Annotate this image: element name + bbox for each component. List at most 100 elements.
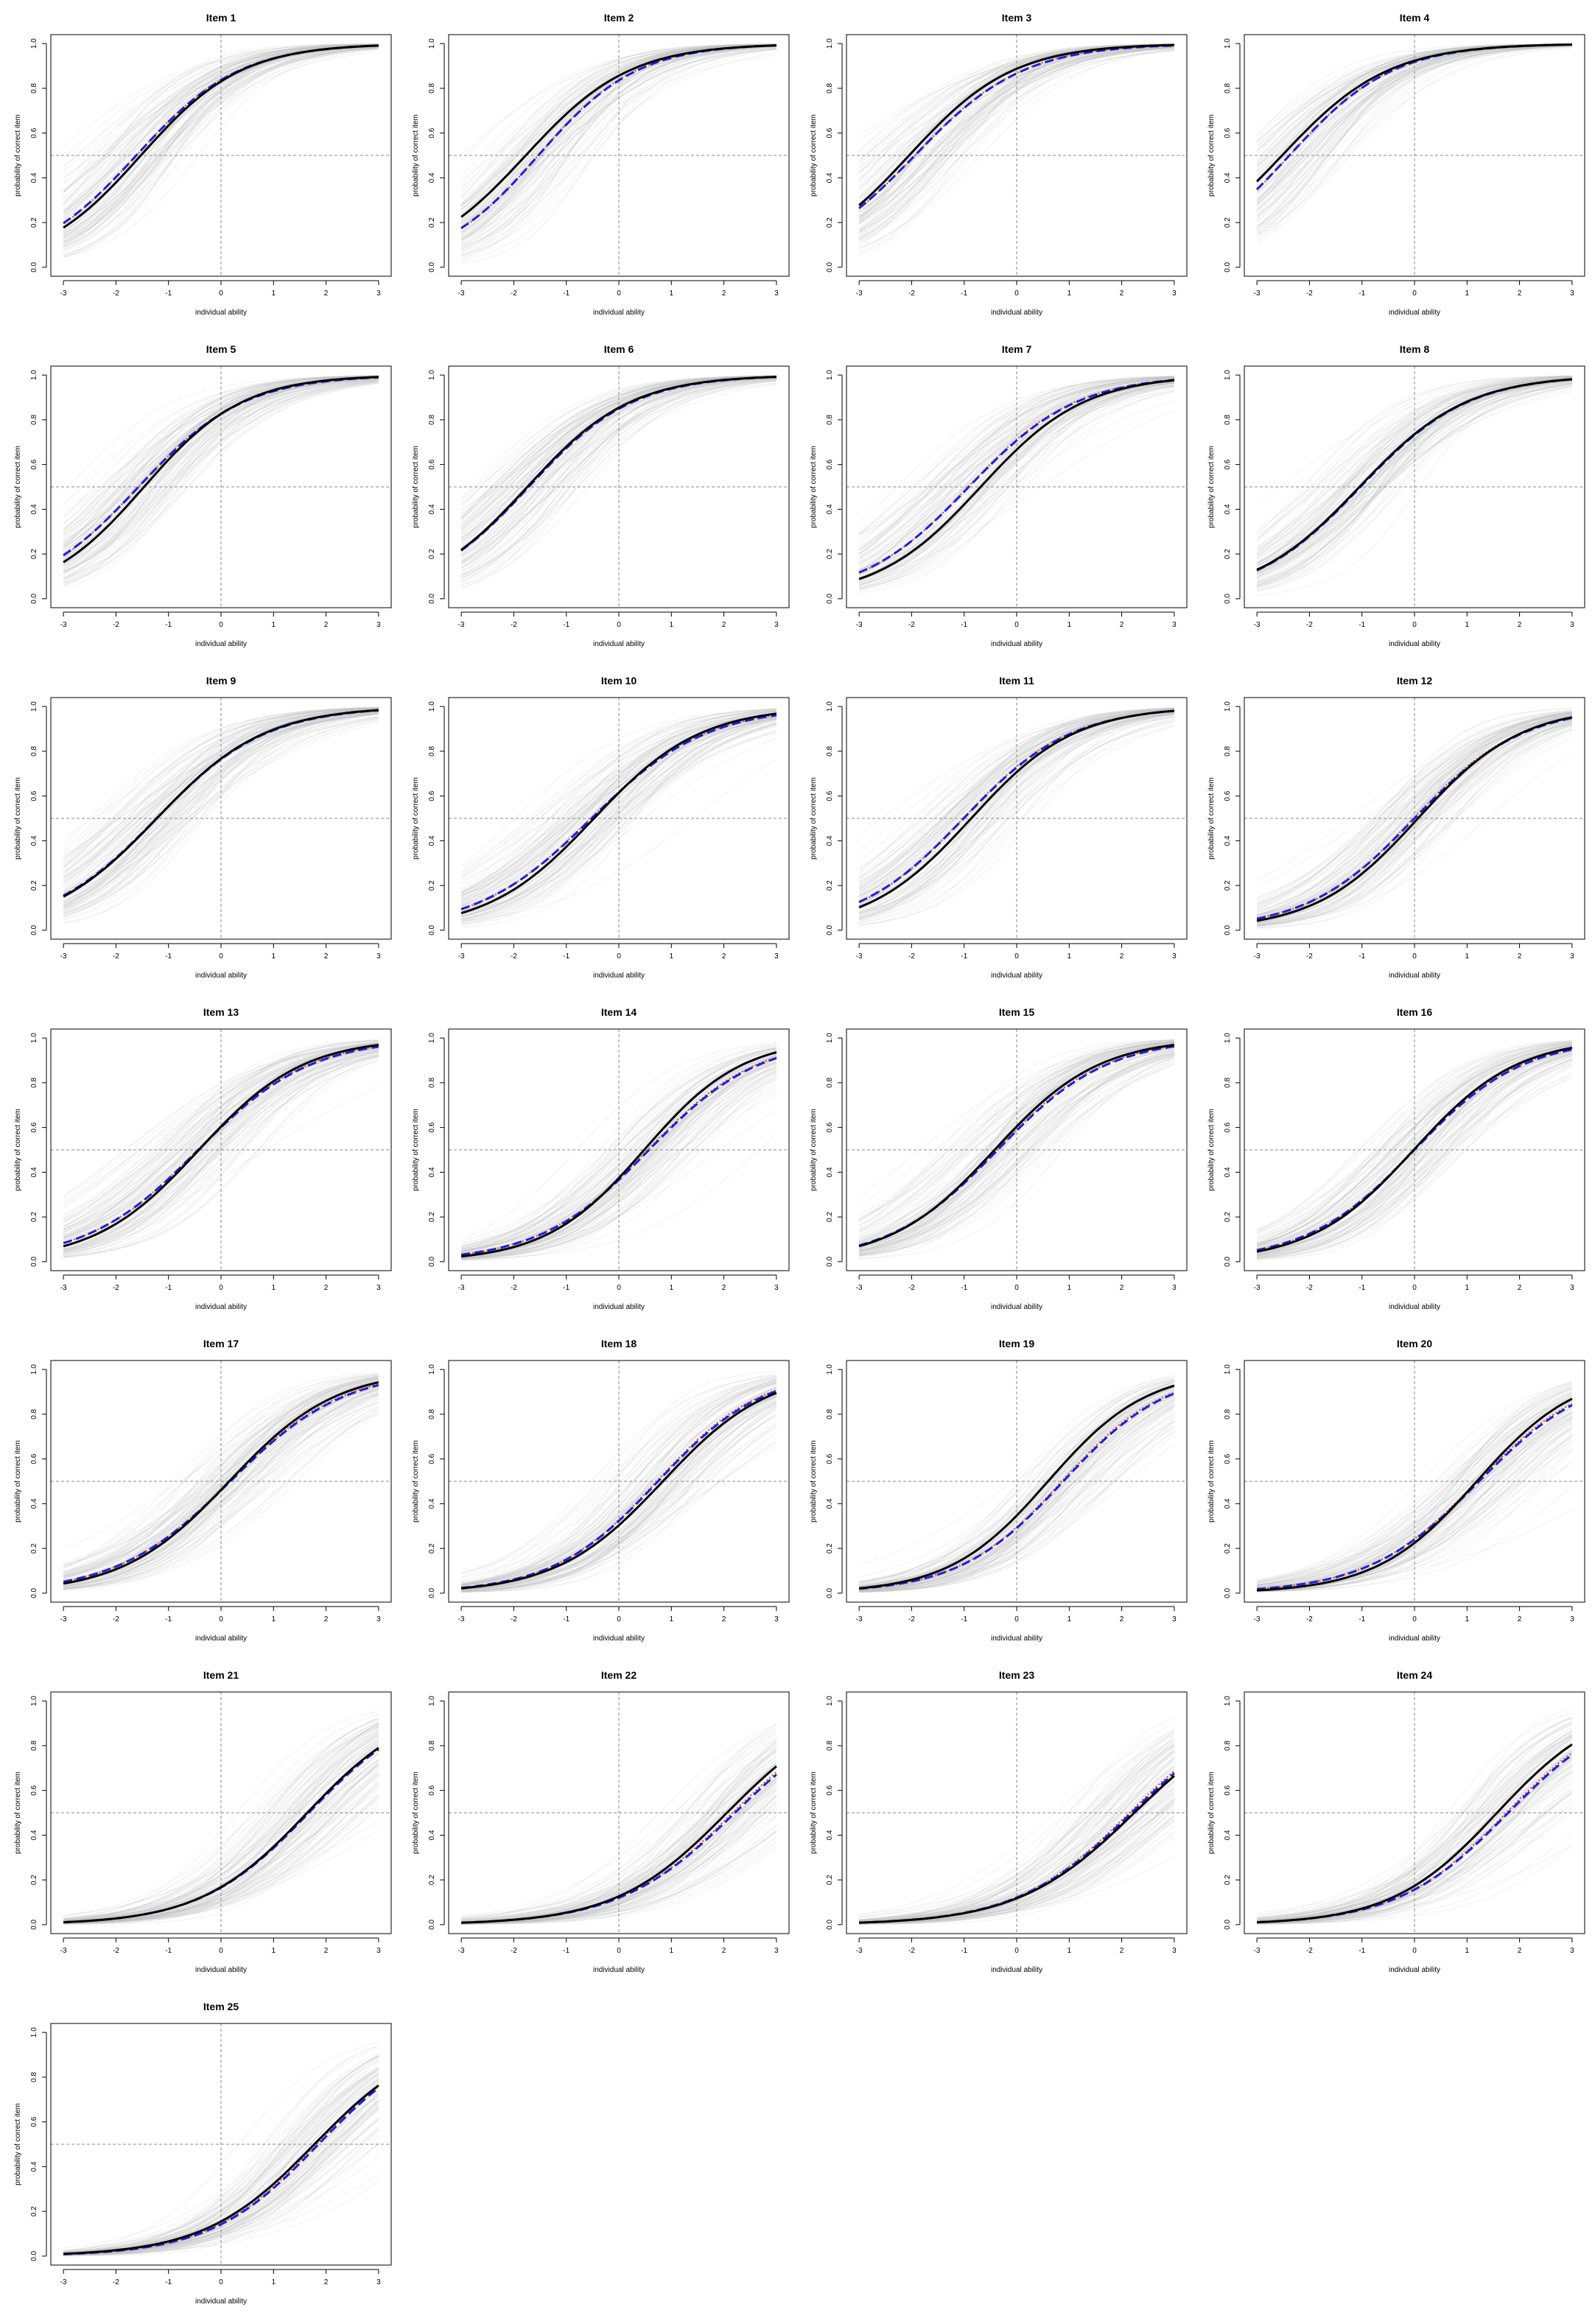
- posterior-draw-line: [460, 45, 777, 249]
- posterior-draw-line: [63, 378, 379, 537]
- posterior-draw-line: [63, 44, 379, 215]
- posterior-draw-line: [1256, 717, 1572, 905]
- posterior-draw-line: [460, 710, 777, 891]
- icc-panel: Item 15 -3 -2 -1 0 1 2 3 individual ability 0.0 0.…: [802, 998, 1200, 1330]
- icc-plot: Item 12 -3 -2 -1 0 1 2 3 individual ability 0.0 0.…: [1207, 675, 1585, 980]
- y-tick-label: 0.4: [1224, 504, 1232, 514]
- posterior-draw-line: [1257, 1440, 1573, 1588]
- y-axis-label: probability of correct item: [810, 777, 818, 860]
- plot-frame: [448, 365, 790, 608]
- posterior-draw-line: [461, 1733, 777, 1923]
- y-tick-label: 0.0: [826, 593, 834, 603]
- posterior-draw-line: [1257, 1442, 1573, 1592]
- y-axis-label: probability of correct item: [810, 1109, 818, 1191]
- posterior-draw-line: [858, 45, 1174, 204]
- posterior-draw-line: [63, 2060, 379, 2253]
- icc-panel: Item 21 -3 -2 -1 0 1 2 3 individual ability 0.0 0.…: [7, 1661, 404, 1993]
- posterior-draw-line: [461, 1794, 777, 1924]
- panel-title: Item 5: [206, 343, 236, 355]
- x-tick-label: -3: [458, 1947, 465, 1955]
- posterior-draw-line: [858, 710, 1174, 836]
- posterior-draw-line: [460, 376, 777, 527]
- posterior-draw-line: [1256, 379, 1572, 584]
- posterior-draw-line: [63, 2061, 379, 2256]
- posterior-draw-line: [859, 1375, 1174, 1593]
- posterior-draw-line: [858, 382, 1174, 581]
- posterior-draw-line: [461, 714, 777, 921]
- posterior-draw-line: [63, 1752, 379, 1925]
- x-tick-label: -2: [113, 1947, 119, 1955]
- posterior-draw-line: [461, 710, 777, 922]
- icc-panel: Item 6 -3 -2 -1 0 1 2 3 individual ability 0.0 0.2…: [404, 335, 802, 667]
- posterior-draw-line: [63, 1413, 379, 1590]
- x-tick-label: -1: [961, 1284, 967, 1292]
- posterior-draw-line: [1257, 1386, 1573, 1590]
- y-tick-label: 0.0: [1224, 924, 1232, 935]
- panel-title: Item 25: [203, 2001, 239, 2012]
- x-axis-label: individual ability: [991, 640, 1042, 648]
- y-tick-label: 0.0: [428, 1256, 436, 1266]
- posterior-draw-line: [461, 1058, 777, 1259]
- y-tick-label: 0.4: [428, 835, 436, 846]
- x-tick-label: 2: [722, 952, 726, 961]
- posterior-draw-line: [1257, 1044, 1572, 1260]
- true-curve: [460, 44, 777, 218]
- y-tick-label: 0.6: [1224, 1453, 1232, 1464]
- x-tick-label: 0: [617, 1284, 621, 1292]
- y-tick-label: 0.2: [428, 1875, 436, 1885]
- posterior-draw-line: [1257, 1049, 1573, 1256]
- y-tick-label: 1.0: [826, 1033, 834, 1043]
- posterior-draw-line: [63, 44, 379, 147]
- posterior-draw-line: [63, 1040, 379, 1252]
- x-tick-label: 0: [219, 1284, 223, 1292]
- y-tick-label: 0.4: [1224, 1498, 1232, 1509]
- icc-plot: Item 24 -3 -2 -1 0 1 2 3 individual ability 0.0 0.…: [1207, 1669, 1585, 1974]
- posterior-draw-line: [460, 45, 777, 256]
- x-tick-label: 2: [722, 1284, 726, 1292]
- posterior-draw-line: [63, 1043, 379, 1209]
- posterior-draw-line: [460, 376, 777, 582]
- posterior-draw-line: [63, 1752, 379, 1924]
- posterior-draw-line: [1257, 1381, 1573, 1593]
- posterior-draw-line: [63, 1086, 379, 1242]
- posterior-draw-line: [1257, 379, 1572, 596]
- x-tick-label: 0: [617, 289, 621, 298]
- y-axis-label: probability of correct item: [1207, 114, 1216, 197]
- x-tick-label: -3: [458, 1615, 465, 1623]
- y-axis-label: probability of correct item: [14, 1109, 22, 1191]
- panel-title: Item 20: [1397, 1338, 1432, 1349]
- posterior-draw-line: [63, 2054, 379, 2256]
- posterior-draw-line: [63, 712, 379, 908]
- posterior-draw-line: [1256, 376, 1572, 572]
- y-tick-label: 1.0: [826, 1696, 834, 1706]
- y-tick-label: 0.8: [1224, 1409, 1232, 1419]
- posterior-draw-line: [460, 46, 777, 222]
- icc-panel: Item 3 -3 -2 -1 0 1 2 3 individual ability 0.0 0.2…: [802, 4, 1200, 335]
- x-axis-label: individual ability: [991, 1303, 1042, 1311]
- posterior-draw-line: [461, 722, 777, 921]
- y-tick-label: 0.6: [428, 790, 436, 801]
- x-tick-label: -1: [1359, 289, 1365, 298]
- y-tick-label: 0.8: [826, 83, 834, 94]
- y-tick-label: 0.4: [1224, 1167, 1232, 1177]
- x-tick-label: -3: [60, 289, 67, 298]
- posterior-draw-line: [460, 44, 777, 242]
- panel-title: Item 9: [206, 675, 236, 687]
- y-axis-label: probability of correct item: [412, 1772, 420, 1854]
- posterior-mean-curve: [63, 1383, 379, 1583]
- posterior-draw-line: [460, 723, 777, 916]
- posterior-draw-line: [1256, 376, 1572, 564]
- posterior-draw-line: [461, 1741, 777, 1925]
- posterior-draw-line: [859, 1780, 1175, 1924]
- posterior-draw-line: [858, 1043, 1174, 1249]
- y-tick-label: 0.8: [1224, 1078, 1232, 1088]
- posterior-draw-line: [1257, 1053, 1573, 1257]
- posterior-draw-line: [1257, 1397, 1573, 1581]
- y-tick-label: 0.0: [30, 1256, 38, 1266]
- posterior-draw-line: [63, 2085, 379, 2256]
- posterior-draw-line: [859, 1425, 1175, 1592]
- y-axis-label: probability of correct item: [1207, 777, 1216, 860]
- y-tick-label: 0.4: [1224, 1830, 1232, 1840]
- posterior-draw-line: [460, 44, 777, 206]
- posterior-draw-line: [1256, 714, 1572, 906]
